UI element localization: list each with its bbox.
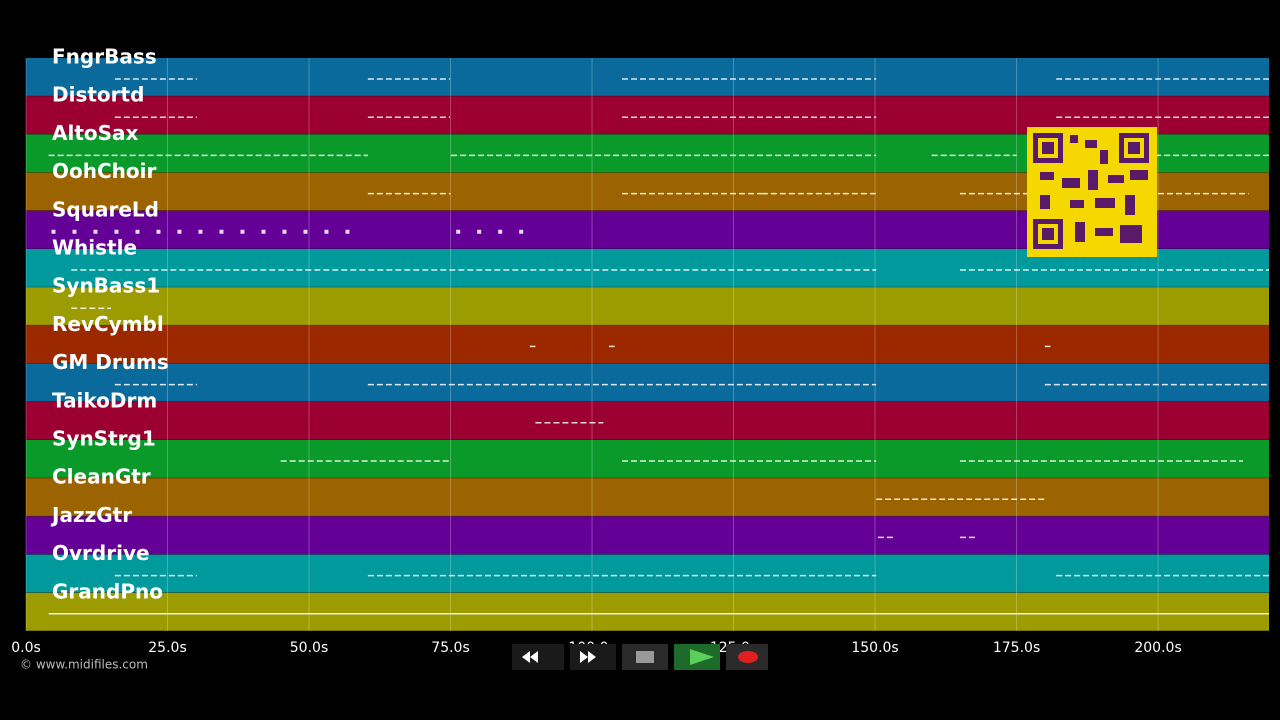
tick-label: 75.0s [431, 640, 469, 656]
track-name: Ovrdrive [52, 541, 150, 565]
track-name: RevCymbl [52, 312, 164, 336]
track-band [26, 401, 1269, 440]
tick-label: 0.0s [11, 640, 41, 656]
track-band [26, 592, 1269, 631]
copyright: © www.midifiles.com [20, 658, 148, 672]
tick-label: 25.0s [148, 640, 186, 656]
track-band [26, 325, 1269, 364]
track-name: GM Drums [52, 350, 169, 374]
track-name: OohChoir [52, 159, 156, 183]
track-name: Distortd [52, 83, 144, 107]
track-band [26, 58, 1269, 97]
track-name: AltoSax [52, 121, 139, 145]
track-labels: FngrBass Distortd AltoSax OohChoir SquareLd W… [50, 45, 169, 604]
track-name: JazzGtr [50, 503, 132, 527]
tick-label: 175.0s [993, 640, 1040, 656]
track-band [26, 554, 1269, 593]
track-name: Whistle [52, 236, 137, 260]
track-name: SquareLd [52, 197, 159, 221]
track-name: FngrBass [52, 45, 157, 69]
track-band [26, 440, 1269, 479]
tick-label: 200.0s [1134, 640, 1181, 656]
track-name: GrandPno [52, 579, 163, 603]
transport-controls [512, 644, 768, 670]
notes [48, 78, 1269, 615]
qr-code [1027, 127, 1157, 257]
grid [25, 58, 1159, 631]
track-name: CleanGtr [52, 465, 151, 489]
tracks [26, 58, 1269, 632]
track-band [26, 287, 1269, 326]
track-band [26, 363, 1269, 402]
track-name: TaikoDrm [52, 388, 157, 412]
track-name: SynBass1 [52, 274, 160, 298]
tick-label: 50.0s [290, 640, 328, 656]
track-band [26, 516, 1269, 555]
tick-label: 150.0s [851, 640, 898, 656]
track-name: SynStrg1 [52, 427, 156, 451]
track-band [26, 478, 1269, 517]
